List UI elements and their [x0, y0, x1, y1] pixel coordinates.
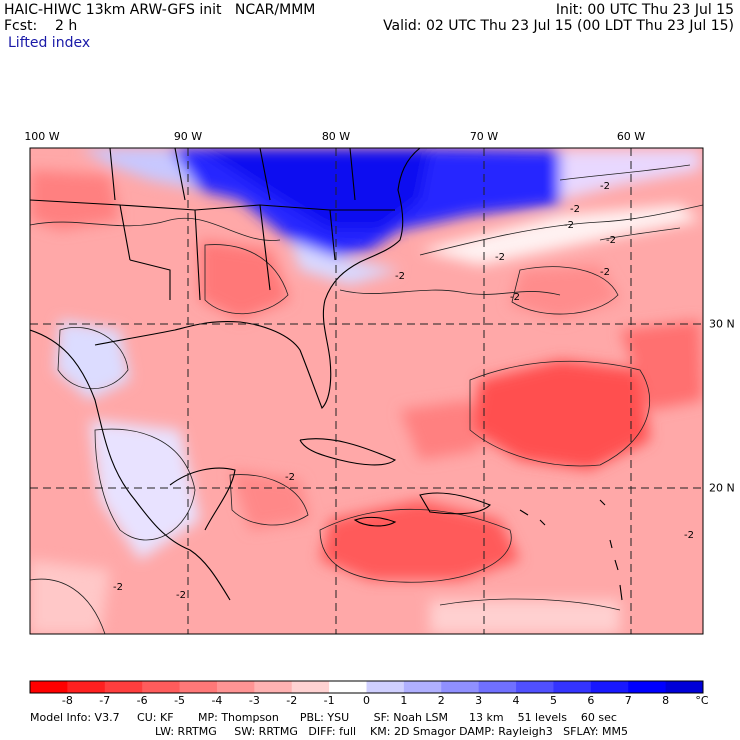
lon-label-60w: 60 W — [616, 130, 646, 143]
lon-label-100w: 100 W — [24, 130, 60, 143]
model-info-line-2: LW: RRTMG SW: RRTMG DIFF: full KM: 2D Sm… — [155, 725, 628, 738]
init-time: Init: 00 UTC Thu 23 Jul 15 — [555, 2, 734, 18]
colorbar-tick-label: 4 — [512, 694, 520, 707]
contour-label: -2 — [684, 530, 694, 541]
colorbar-tick-label: -6 — [136, 694, 148, 707]
forecast-hour: Fcst: 2 h — [4, 18, 78, 34]
colorbar-swatch — [142, 681, 181, 693]
contour-label: -2 — [176, 590, 186, 601]
contour-lines — [30, 164, 703, 634]
colorbar-tick-label: -4 — [211, 694, 223, 707]
colorbar-tick-label: -3 — [248, 694, 260, 707]
colorbar-tick-label: -8 — [61, 694, 73, 707]
colorbar-swatch — [441, 681, 480, 693]
colorbar-swatch — [216, 681, 255, 693]
lon-label-90w: 90 W — [173, 130, 203, 143]
colorbar-swatch — [329, 681, 367, 693]
colorbar-swatch — [590, 681, 629, 693]
colorbar-tick-label: 1 — [400, 694, 408, 707]
colorbar-swatch — [628, 681, 667, 693]
colorbar-swatch — [403, 681, 442, 693]
colorbar-tick-label: 6 — [587, 694, 595, 707]
valid-time: Valid: 02 UTC Thu 23 Jul 15 (00 LDT Thu … — [383, 18, 734, 34]
model-info-line-1: Model Info: V3.7 CU: KF MP: Thompson PBL… — [30, 711, 617, 724]
colorbar-tick-label: 7 — [624, 694, 632, 707]
colorbar-tick-label: -1 — [323, 694, 335, 707]
colorbar-swatch — [179, 681, 218, 693]
colorbar-swatch — [665, 681, 704, 693]
contour-label: -2 — [570, 204, 580, 215]
colorbar-swatch — [30, 681, 68, 693]
colorbar-unit: °C — [695, 694, 709, 707]
lon-label-70w: 70 W — [469, 130, 499, 143]
model-title: HAIC-HIWC 13km ARW-GFS init NCAR/MMM — [4, 2, 316, 18]
contour-label-group: -2 -2 -2 -2 -2 -2 -2 -2 -2 -2 -2 -2 — [113, 181, 694, 601]
colorbar-swatch — [516, 681, 554, 693]
lat-label-20n: 20 N — [709, 481, 735, 495]
colorbar-tick-label: -2 — [286, 694, 298, 707]
field-name: Lifted index — [8, 35, 91, 51]
colorbar-tick-label: 3 — [475, 694, 483, 707]
lon-label-80w: 80 W — [321, 130, 351, 143]
colorbar-swatch — [553, 681, 592, 693]
lat-label-30n: 30 N — [709, 317, 735, 331]
colorbar-tick-label: -7 — [99, 694, 111, 707]
contour-label: -2 — [285, 472, 295, 483]
colorbar-tick-label: 8 — [662, 694, 670, 707]
colorbar-tick-label: 2 — [437, 694, 445, 707]
contour-label: -2 — [113, 582, 123, 593]
contour-label: -2 — [564, 220, 574, 231]
contour-label: -2 — [600, 267, 610, 278]
contour-label: -2 — [600, 181, 610, 192]
colorbar-tick-label: 5 — [549, 694, 557, 707]
contour-label: -2 — [606, 235, 616, 246]
colorbar-tick-label: -5 — [174, 694, 186, 707]
contour-label: -2 — [395, 271, 405, 282]
colorbar-swatch — [104, 681, 143, 693]
contour-label: -2 — [495, 252, 505, 263]
colorbar-swatch — [67, 681, 106, 693]
lat-lon-grid — [30, 148, 703, 634]
colorbar-swatch — [254, 681, 293, 693]
colorbar-frame — [29, 680, 704, 694]
contour-label: -2 — [510, 292, 520, 303]
colorbar-tick-label: 0 — [363, 694, 370, 707]
colorbar-swatch — [291, 681, 330, 693]
map-frame — [29, 147, 704, 635]
colorbar-swatch — [366, 681, 405, 693]
colorbar-swatch — [478, 681, 517, 693]
